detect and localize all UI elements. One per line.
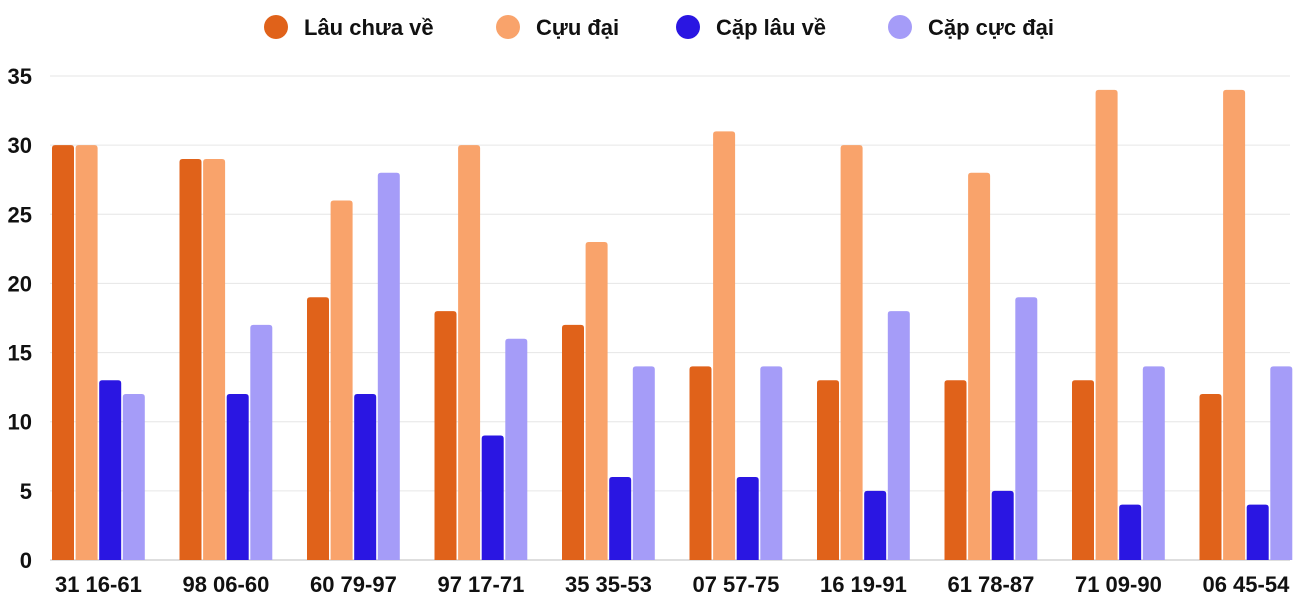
bar-2-6 [713, 131, 736, 561]
bar-1-4 [434, 311, 457, 560]
x-tick-label: 71 09-90 [1075, 572, 1162, 597]
bar-2-8 [968, 172, 991, 561]
bar-4-8 [1015, 297, 1038, 560]
y-axis-ticks: 0 5 10 15 20 25 30 35 [8, 64, 32, 573]
bar-2-10 [1223, 89, 1246, 560]
bar-4-3 [377, 172, 400, 561]
x-tick-label: 16 19-91 [820, 572, 907, 597]
bar-2-3 [330, 200, 353, 560]
bar-1-1 [52, 145, 74, 560]
bar-1-10 [1199, 394, 1222, 560]
bar-4-7 [887, 311, 910, 560]
legend: Lâu chưa về Cựu đại Cặp lâu về Cặp cực đại [264, 15, 1054, 40]
bar-1-3 [307, 297, 329, 560]
bar-3-3 [354, 394, 377, 560]
bar-3-5 [609, 477, 632, 560]
x-tick-label: 35 35-53 [565, 572, 652, 597]
legend-label: Cựu đại [536, 15, 619, 40]
bar-2-2 [203, 158, 226, 560]
bar-1-8 [944, 380, 967, 560]
bar-3-7 [864, 490, 887, 560]
x-tick-label: 98 06-60 [182, 572, 269, 597]
x-tick-label: 07 57-75 [692, 572, 779, 597]
bar-1-7 [817, 380, 839, 560]
legend-swatch [496, 15, 520, 39]
bar-4-6 [760, 366, 783, 560]
bar-3-6 [736, 477, 759, 560]
bar-3-10 [1246, 504, 1269, 560]
bar-3-2 [226, 394, 249, 560]
x-tick-label: 97 17-71 [437, 572, 524, 597]
legend-label: Lâu chưa về [304, 15, 434, 40]
y-tick-label: 35 [8, 64, 32, 89]
bar-4-1 [122, 394, 145, 560]
bar-4-4 [505, 338, 528, 560]
bar-2-5 [585, 241, 608, 560]
y-tick-label: 5 [20, 479, 32, 504]
y-tick-label: 20 [8, 271, 32, 296]
bar-2-9 [1095, 89, 1118, 560]
bar-3-1 [99, 380, 122, 560]
x-axis-labels: 31 16-61 98 06-60 60 79-97 97 17-71 35 35-53… [55, 572, 1290, 597]
y-tick-label: 30 [8, 133, 32, 158]
bar-1-5 [562, 324, 584, 560]
legend-swatch [676, 15, 700, 39]
x-tick-label: 61 78-87 [947, 572, 1034, 597]
bar-4-2 [250, 324, 273, 560]
y-tick-label: 10 [8, 410, 32, 435]
legend-label: Cặp lâu về [716, 15, 826, 40]
bar-2-4 [458, 145, 481, 560]
bars [52, 89, 1293, 561]
x-tick-label: 06 45-54 [1202, 572, 1290, 597]
legend-swatch [888, 15, 912, 39]
bar-1-6 [689, 366, 712, 560]
y-tick-label: 0 [20, 548, 32, 573]
bar-4-5 [632, 366, 655, 560]
bar-1-2 [179, 158, 202, 560]
bar-3-4 [481, 435, 504, 560]
bar-4-10 [1270, 366, 1293, 560]
bar-1-9 [1072, 380, 1094, 560]
legend-swatch [264, 15, 288, 39]
legend-label: Cặp cực đại [928, 15, 1054, 40]
bar-2-1 [75, 145, 98, 560]
bar-4-9 [1142, 366, 1165, 560]
y-tick-label: 15 [8, 341, 32, 366]
bar-3-8 [991, 490, 1014, 560]
bar-2-7 [840, 145, 863, 560]
bar-3-9 [1119, 504, 1142, 560]
x-tick-label: 31 16-61 [55, 572, 142, 597]
y-tick-label: 25 [8, 202, 32, 227]
x-tick-label: 60 79-97 [310, 572, 397, 597]
